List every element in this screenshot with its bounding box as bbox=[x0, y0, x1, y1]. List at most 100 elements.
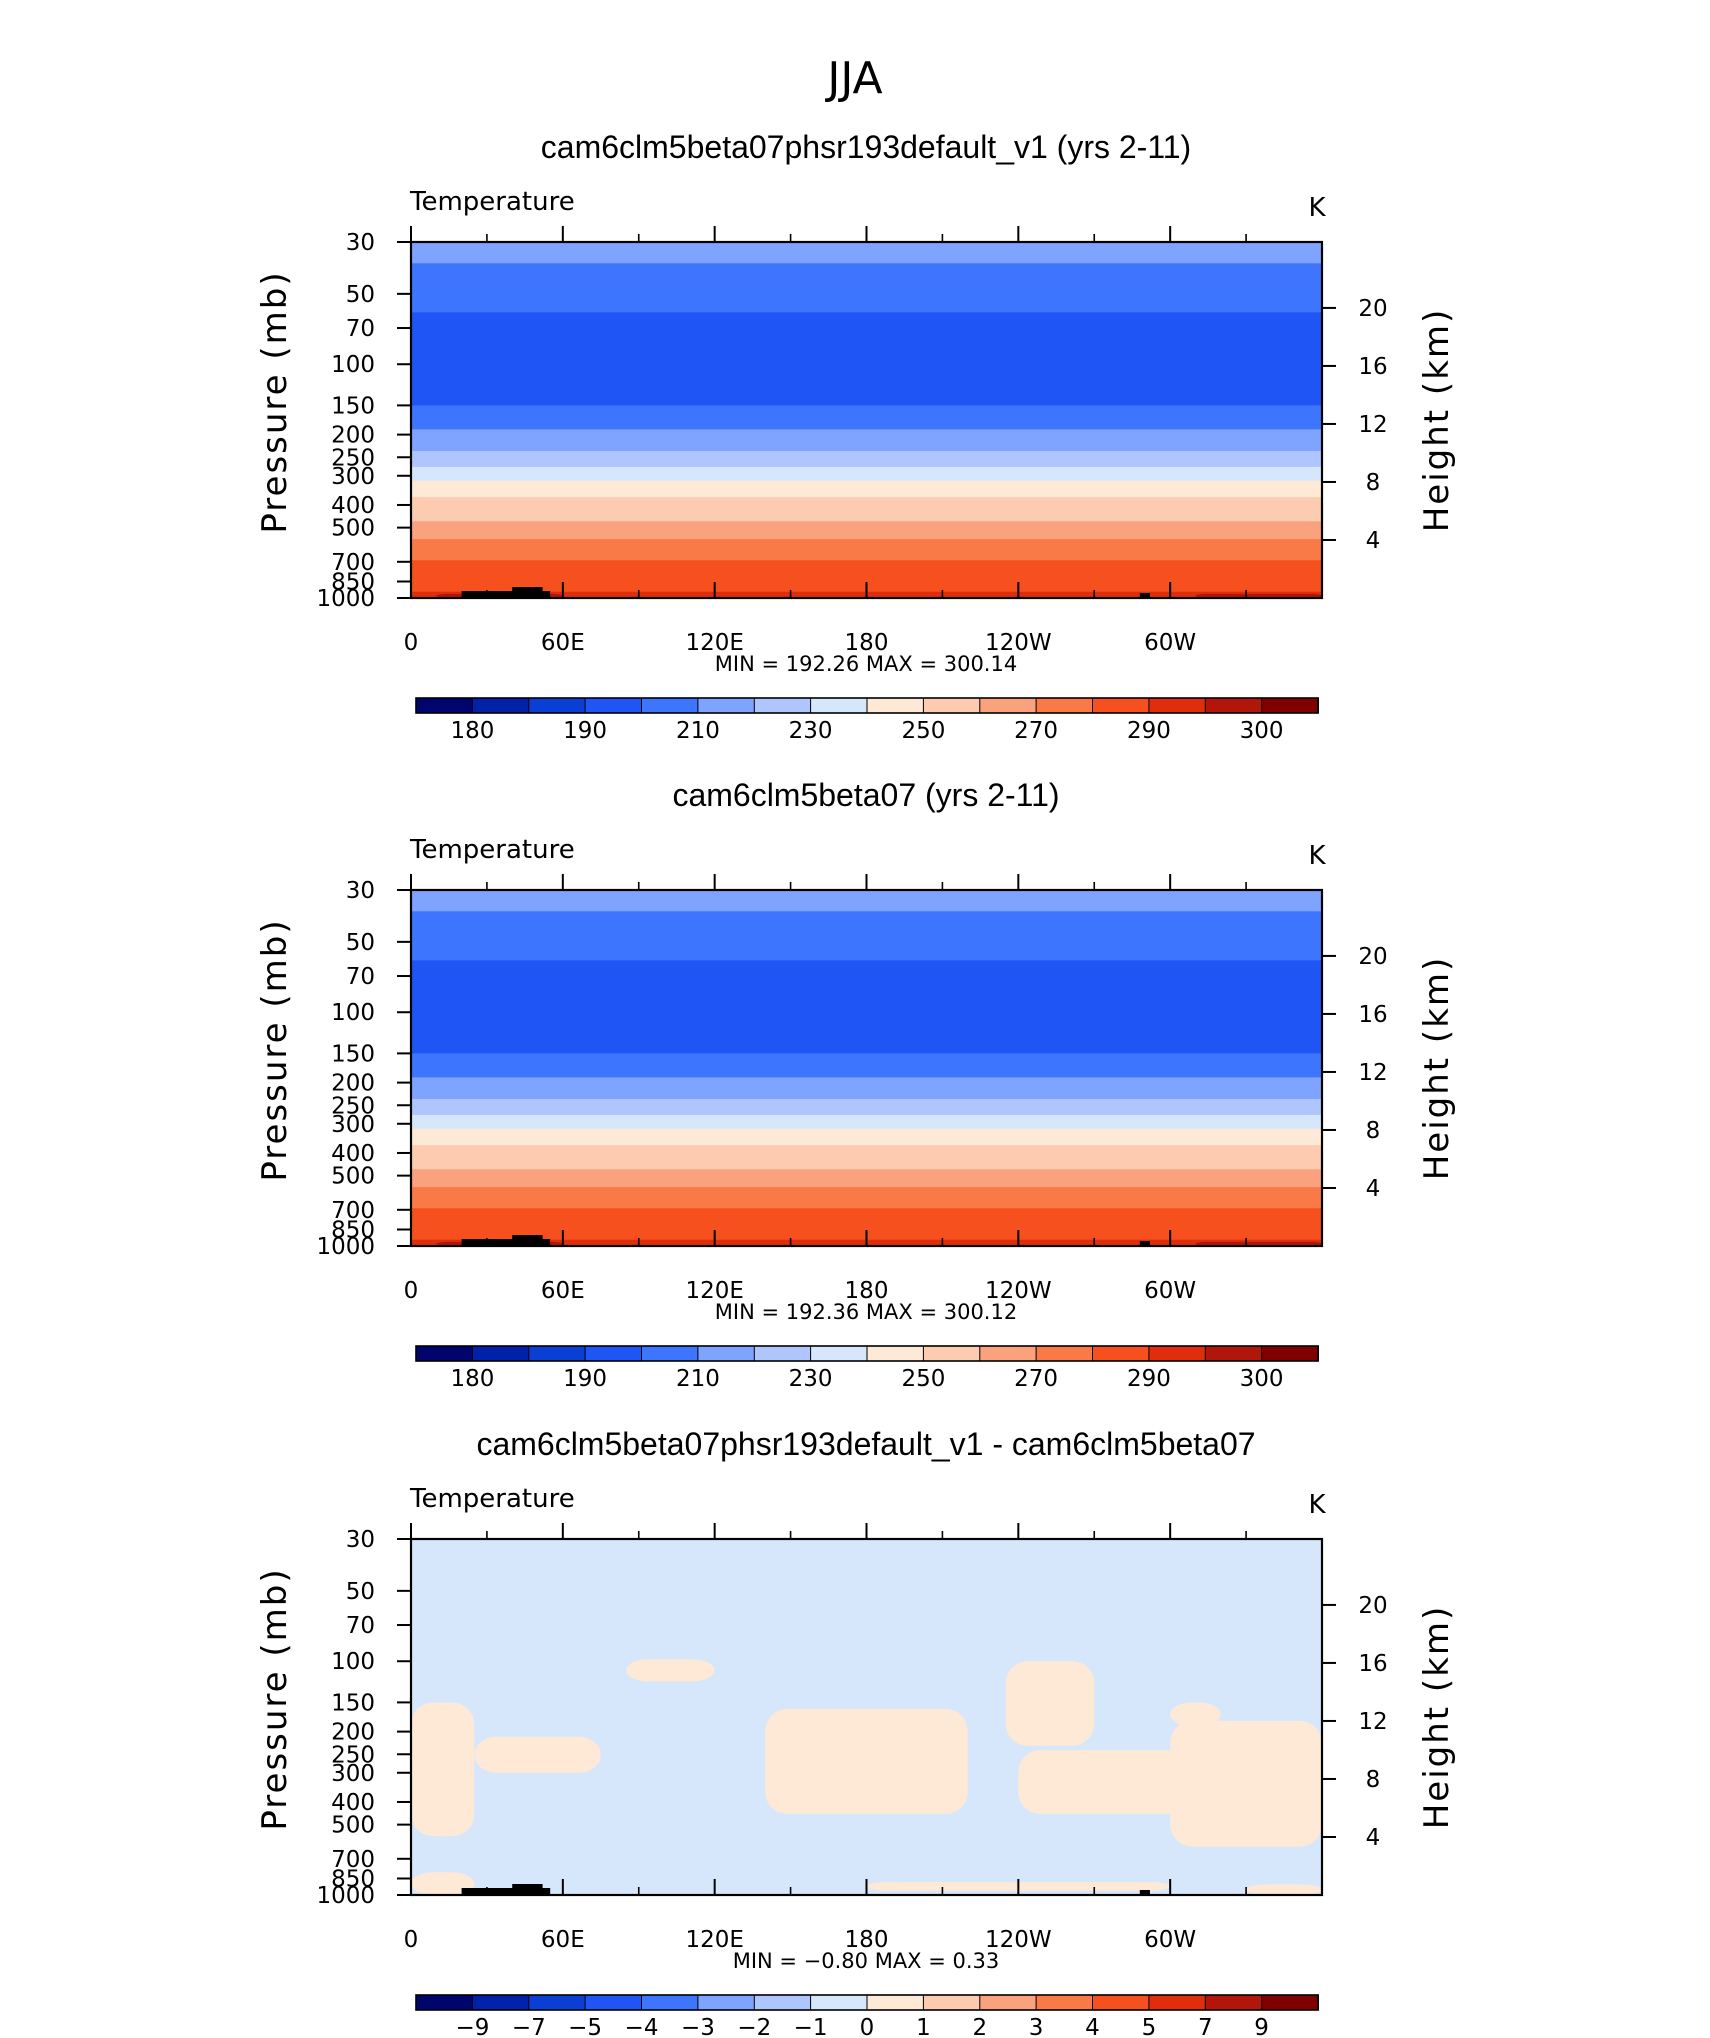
colorbar-label: 9 bbox=[1254, 2015, 1269, 2038]
y-tick-label: 700 bbox=[331, 1198, 375, 1224]
contour-band bbox=[411, 539, 1322, 561]
colorbar-box bbox=[1148, 1345, 1207, 1362]
y-tick-label: 100 bbox=[331, 352, 375, 378]
height-tick-label: 16 bbox=[1358, 1002, 1387, 1028]
colorbar-label: 270 bbox=[1014, 718, 1058, 744]
colorbar-box bbox=[1148, 697, 1207, 714]
contour-band bbox=[411, 405, 1322, 430]
season-title: JJA bbox=[824, 53, 882, 104]
colorbar-box bbox=[866, 1345, 925, 1362]
height-tick-label: 8 bbox=[1366, 1118, 1381, 1144]
height-tick-label: 4 bbox=[1366, 1825, 1381, 1851]
colorbar-box bbox=[1204, 1345, 1263, 1362]
y-tick-label: 50 bbox=[346, 930, 375, 956]
contour-band bbox=[411, 1187, 1322, 1209]
variable-label: Temperature bbox=[409, 187, 575, 217]
colorbar-box bbox=[697, 1994, 756, 2011]
height-axis-title: Height (km) bbox=[1417, 308, 1457, 533]
positive-anomaly-region bbox=[1005, 1661, 1095, 1746]
colorbar-label: −2 bbox=[737, 2015, 771, 2038]
height-axis-title: Height (km) bbox=[1417, 956, 1457, 1181]
y-tick-label: 1000 bbox=[316, 1234, 375, 1260]
height-tick-label: 12 bbox=[1358, 1060, 1387, 1086]
colorbar-box bbox=[1035, 697, 1094, 714]
y-tick-label: 200 bbox=[331, 1720, 375, 1746]
height-tick-label: 4 bbox=[1366, 528, 1381, 554]
colorbar-box bbox=[1261, 1345, 1319, 1362]
colorbar-label: 4 bbox=[1085, 2015, 1100, 2038]
height-tick-label: 20 bbox=[1358, 296, 1387, 322]
contour-band bbox=[411, 911, 1322, 961]
colorbar-box bbox=[1092, 697, 1150, 714]
contour-band bbox=[411, 960, 1322, 1054]
panel-2: cam6clm5beta07 (yrs 2-11) Temperature K 0 60… bbox=[255, 777, 1457, 1392]
y-tick-label: 300 bbox=[331, 1112, 375, 1138]
colorbar-label: −9 bbox=[455, 2015, 489, 2038]
y-tick-label: 100 bbox=[331, 1000, 375, 1026]
x-tick-label: 0 bbox=[404, 630, 419, 656]
positive-anomaly-region bbox=[626, 1659, 715, 1682]
height-tick-label: 16 bbox=[1358, 354, 1387, 380]
y-tick-label: 70 bbox=[346, 964, 375, 990]
y-tick-label: 150 bbox=[331, 393, 375, 419]
colorbar-box bbox=[584, 697, 643, 714]
height-tick-label: 20 bbox=[1358, 944, 1387, 970]
positive-anomaly-region bbox=[765, 1708, 968, 1814]
colorbar-label: 190 bbox=[563, 718, 607, 744]
panels: cam6clm5beta07phsr193default_v1 (yrs 2-1… bbox=[255, 129, 1457, 2038]
contour-band bbox=[411, 890, 1322, 912]
y-tick-label: 400 bbox=[331, 493, 375, 519]
x-tick-label: 120W bbox=[985, 630, 1052, 656]
height-tick-label: 4 bbox=[1366, 1176, 1381, 1202]
contour-field bbox=[411, 242, 1322, 599]
colorbar-box bbox=[810, 697, 868, 714]
positive-anomaly-region bbox=[411, 1872, 475, 1895]
panel-title: cam6clm5beta07 (yrs 2-11) bbox=[672, 777, 1059, 813]
x-tick-label: 60W bbox=[1144, 1927, 1196, 1953]
y-tick-label: 250 bbox=[331, 445, 375, 471]
y-tick-label: 200 bbox=[331, 423, 375, 449]
contour-band bbox=[411, 242, 1322, 264]
min-max-stats: MIN = −0.80 MAX = 0.33 bbox=[733, 1949, 1000, 1973]
colorbar-label: 0 bbox=[860, 2015, 875, 2038]
colorbar-label: 300 bbox=[1240, 1366, 1284, 1392]
height-tick-label: 16 bbox=[1358, 1651, 1387, 1677]
y-tick-label: 850 bbox=[331, 1867, 375, 1893]
panel-3: cam6clm5beta07phsr193default_v1 - cam6cl… bbox=[255, 1426, 1457, 2038]
y-tick-label: 50 bbox=[346, 1579, 375, 1605]
positive-anomaly-region bbox=[1170, 1720, 1322, 1847]
x-tick-label: 60E bbox=[541, 630, 585, 656]
y-axis-title: Pressure (mb) bbox=[255, 918, 295, 1181]
height-tick-label: 12 bbox=[1358, 1709, 1387, 1735]
y-tick-label: 500 bbox=[331, 1164, 375, 1190]
min-max-stats: MIN = 192.36 MAX = 300.12 bbox=[715, 1300, 1017, 1324]
colorbar-box bbox=[1092, 1994, 1150, 2011]
colorbar-label: 5 bbox=[1142, 2015, 1157, 2038]
height-axis-title: Height (km) bbox=[1417, 1605, 1457, 1830]
x-tick-label: 60W bbox=[1144, 1278, 1196, 1304]
colorbar-frame bbox=[415, 697, 1319, 714]
colorbar-box bbox=[641, 1345, 699, 1362]
x-tick-label: 60W bbox=[1144, 630, 1196, 656]
y-tick-label: 50 bbox=[346, 282, 375, 308]
colorbar-label: 180 bbox=[450, 1366, 494, 1392]
height-tick-label: 8 bbox=[1366, 1767, 1381, 1793]
positive-anomaly-region bbox=[1170, 1702, 1221, 1727]
topography-mask bbox=[461, 1239, 551, 1246]
colorbar-box bbox=[753, 697, 812, 714]
x-tick-label: 120E bbox=[685, 630, 743, 656]
topography-mask bbox=[512, 1235, 543, 1246]
colorbar: −9 −7 −5 −4 −3 −2 −1 0 1 2 3 4 5 7 9 bbox=[415, 1994, 1319, 2038]
colorbar-box bbox=[922, 1345, 981, 1362]
colorbar-label: 3 bbox=[1029, 2015, 1044, 2038]
units-label: K bbox=[1308, 193, 1326, 223]
colorbar-box bbox=[810, 1345, 868, 1362]
x-tick-label: 180 bbox=[845, 630, 889, 656]
colorbar-box bbox=[1204, 1994, 1263, 2011]
colorbar-label: 1 bbox=[916, 2015, 931, 2038]
colorbar-box bbox=[528, 697, 587, 714]
variable-label: Temperature bbox=[409, 1484, 575, 1514]
x-tick-label: 60E bbox=[541, 1278, 585, 1304]
contour-band bbox=[411, 1169, 1322, 1188]
